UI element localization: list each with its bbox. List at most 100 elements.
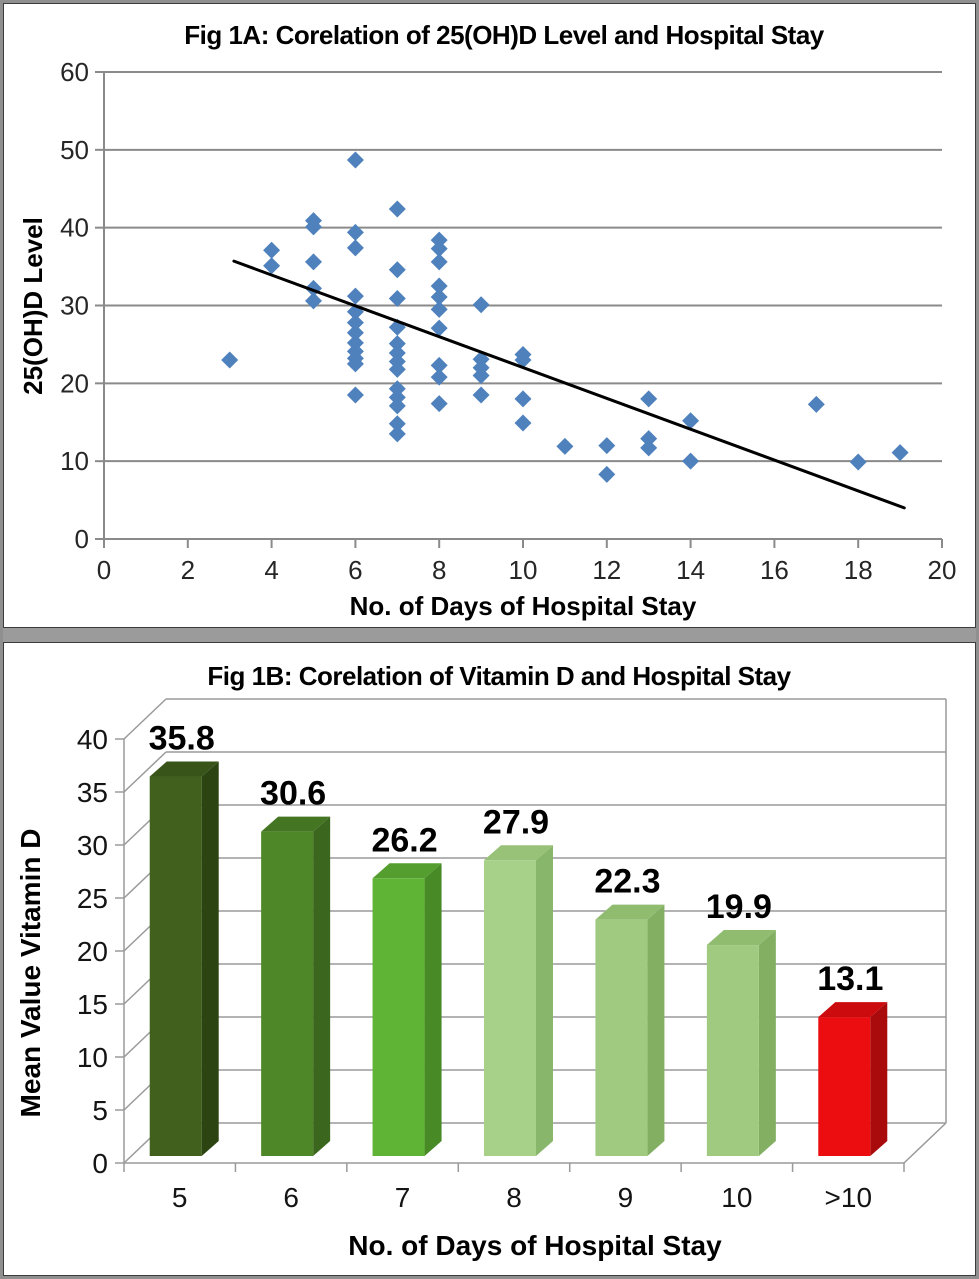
scatter-point (430, 300, 448, 318)
scatter-point (891, 444, 909, 462)
y-tick-label: 40 (60, 213, 89, 243)
category-label: 10 (721, 1182, 752, 1213)
y-tick-label: 0 (75, 524, 89, 554)
bar-side-face (870, 1002, 888, 1156)
bar-value-label: 30.6 (260, 775, 326, 813)
bar-front-face (818, 1017, 871, 1156)
y-tick-label: 10 (77, 1042, 108, 1073)
scatter-point (598, 465, 616, 483)
bar-value-label: 22.3 (594, 863, 660, 901)
bar-top-face (149, 761, 219, 777)
y-tick-label: 30 (60, 291, 89, 321)
trendline (232, 259, 906, 510)
scatter-point (346, 239, 364, 257)
scatter-point (472, 296, 490, 314)
bar-value-label: 26.2 (371, 821, 437, 859)
bar-front-face (706, 945, 759, 1156)
x-tick-label: 14 (676, 555, 705, 585)
x-tick-label: 0 (97, 555, 111, 585)
scatter-point (598, 437, 616, 455)
scatter-point (346, 314, 364, 332)
scatter-point (263, 241, 281, 259)
scatter-point (472, 367, 490, 385)
scatter-point (388, 360, 406, 378)
category-label: 5 (172, 1182, 188, 1213)
bar->10 (818, 1002, 888, 1156)
scatter-point (388, 397, 406, 415)
scatter-point (305, 253, 322, 271)
x-tick-label: 16 (760, 555, 789, 585)
fig1b-panel: Fig 1B: Corelation of Vitamin D and Hosp… (3, 642, 976, 1276)
bar-top-face (261, 816, 331, 832)
category-label: 8 (506, 1182, 522, 1213)
bar-value-label: 35.8 (149, 720, 215, 758)
bar-top-face (484, 845, 553, 861)
floor-right-diagonal (903, 1122, 947, 1164)
scatter-point (640, 430, 658, 448)
x-tick-label: 20 (928, 555, 957, 585)
y-tick-label: 20 (60, 368, 89, 398)
fig1b-plot-area: 0 5 10 15 20 25 30 35 40 35.8 5 30.6 6 26.2 7 27.9 8 22.3… (77, 698, 947, 1213)
bar-side-face (647, 904, 665, 1156)
y-tick-label: 20 (77, 936, 108, 967)
x-tick-label: 8 (432, 555, 446, 585)
y-tick-label: 25 (77, 883, 108, 914)
scatter-point (388, 200, 406, 218)
fig1a-plot-area: 0 10 20 30 40 50 60 0 2 4 6 8 10 12 14 16 18 20 (60, 57, 956, 585)
bar-10 (706, 930, 776, 1156)
scatter-point (388, 415, 406, 433)
scatter-point (305, 218, 322, 236)
bar-front-face (261, 831, 314, 1156)
bar-side-face (201, 761, 219, 1156)
scatter-point (514, 414, 532, 432)
category-label: 7 (395, 1182, 411, 1213)
scatter-point (430, 253, 448, 271)
y-tick-label: 35 (77, 777, 108, 808)
category-label: 9 (618, 1182, 634, 1213)
y-tick-label: 5 (92, 1095, 108, 1126)
scatter-point (682, 412, 700, 430)
scatter-point (807, 395, 825, 413)
scatter-point (388, 261, 406, 279)
y-tick-label: 15 (77, 989, 108, 1020)
scatter-point (430, 277, 448, 295)
bar-9 (595, 904, 665, 1156)
scatter-point (430, 240, 448, 258)
scatter-point (430, 368, 448, 386)
bar-value-label: 19.9 (706, 888, 772, 926)
bar-top-face (595, 904, 665, 920)
scatter-point (388, 388, 406, 406)
fig1b-title: Fig 1B: Corelation of Vitamin D and Hosp… (207, 661, 791, 691)
bar-8 (484, 845, 553, 1156)
bar-front-face (484, 860, 536, 1156)
bar-top-face (706, 930, 776, 946)
fig1b-yaxis-label: Mean Value Vitamin D (15, 829, 46, 1118)
panel-divider (3, 628, 976, 642)
x-tick-label: 18 (844, 555, 873, 585)
bar-value-label: 27.9 (483, 803, 549, 841)
scatter-point (263, 257, 281, 275)
x-tick-label: 12 (592, 555, 621, 585)
scatter-point (472, 386, 490, 404)
category-label: >10 (825, 1182, 873, 1213)
scatter-point (346, 223, 364, 241)
bar-6 (261, 816, 331, 1156)
scatter-point (514, 351, 532, 369)
scatter-point (305, 292, 322, 310)
scatter-point (388, 380, 406, 398)
fig1b-xaxis-label: No. of Days of Hospital Stay (348, 1230, 722, 1261)
scatter-point (682, 452, 700, 470)
scatter-point (430, 395, 448, 413)
scatter-point (430, 356, 448, 374)
scatter-point (388, 335, 406, 353)
category-label: 6 (283, 1182, 299, 1213)
scatter-point (430, 231, 448, 249)
bar-7 (372, 863, 442, 1156)
bar-side-face (313, 816, 331, 1156)
x-tick-label: 10 (509, 555, 538, 585)
fig1a-yaxis-label: 25(OH)D Level (18, 217, 48, 395)
fig1a-xaxis-label: No. of Days of Hospital Stay (350, 591, 697, 621)
scatter-point (430, 319, 448, 337)
